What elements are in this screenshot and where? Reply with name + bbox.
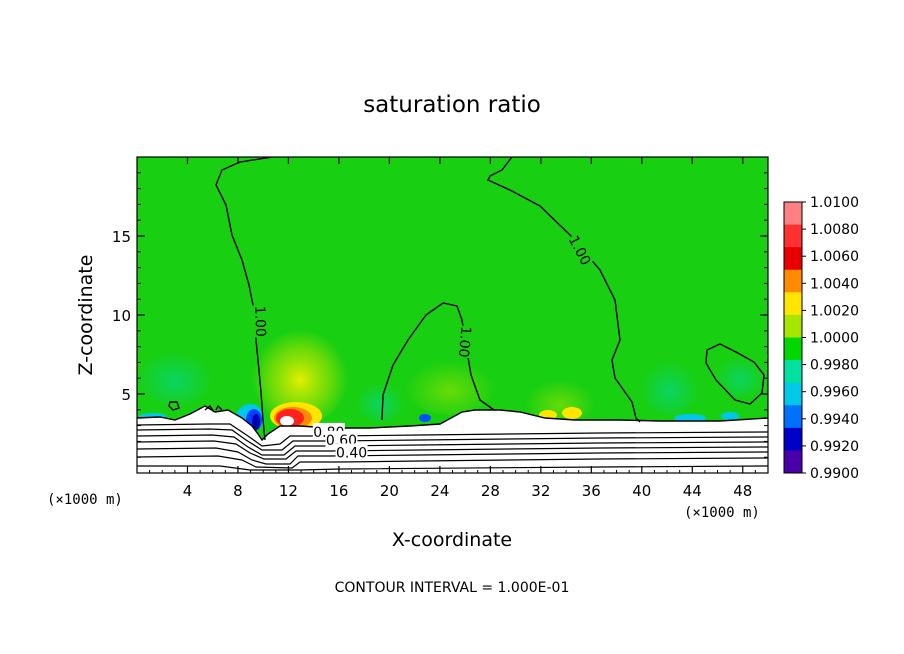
contour-lines	[137, 157, 768, 442]
heatmap-spot	[252, 414, 260, 430]
heatmap-blob	[715, 353, 765, 397]
x-tick-label: 24	[430, 482, 449, 500]
contour-line	[137, 447, 768, 465]
heatmap-spot	[419, 414, 431, 422]
x-tick-label: 28	[481, 482, 500, 500]
contour-line	[487, 157, 641, 423]
contour-line	[137, 455, 768, 469]
colorbar-swatch	[784, 382, 802, 406]
colorbar-label: 1.0100	[810, 195, 859, 211]
colorbar-swatch	[784, 292, 802, 316]
heatmap-blob	[405, 355, 495, 415]
x-tick-label: 48	[733, 482, 752, 500]
colorbar-label: 0.9920	[810, 439, 859, 455]
y-axis: 5 10 15	[112, 172, 768, 458]
plot-area: 1.001.001.000.800.600.40	[137, 157, 768, 473]
contour-label-group: 1.00	[455, 325, 476, 359]
contour-label-bg	[252, 305, 271, 338]
contour-label: 1.00	[251, 305, 268, 337]
contour-line	[137, 423, 768, 447]
heatmap-spot	[280, 416, 294, 426]
contour-line	[137, 440, 768, 460]
colorbar-label: 0.9960	[810, 385, 859, 401]
heatmap-blob	[252, 325, 348, 425]
x-tick-label: 12	[279, 482, 298, 500]
x-axis-title: X-coordinate	[392, 529, 512, 551]
contour-label-group: 0.40	[335, 443, 368, 461]
x-tick-label: 20	[380, 482, 399, 500]
colorbar-swatch	[784, 427, 802, 451]
x-tick-label: 36	[582, 482, 601, 500]
colorbar-label: 1.0020	[810, 303, 859, 319]
chart-title: saturation ratio	[363, 92, 541, 118]
x-axis: 4 8 12 16 20 24 28 32 36 40 44 48	[149, 157, 756, 500]
colorbar-swatch	[784, 450, 802, 474]
colorbar-swatch	[784, 202, 802, 226]
y-axis-title: Z-coordinate	[75, 255, 97, 376]
colorbar-label: 0.9980	[810, 358, 859, 374]
x-tick-label: 4	[183, 482, 193, 500]
colorbar-swatch	[784, 224, 802, 248]
y-tick-label: 5	[121, 386, 131, 404]
lower-contours	[137, 423, 768, 471]
contour-line	[137, 434, 768, 456]
colorbar-swatch	[784, 337, 802, 361]
contour-label: 0.40	[336, 445, 367, 461]
colorbar-label: 0.9900	[810, 466, 859, 482]
x-unit-right: (×1000 m)	[684, 505, 760, 521]
colorbar-swatch	[784, 269, 802, 293]
contour-label-layer: 1.001.001.000.800.600.40	[251, 231, 596, 461]
contour-label-bg	[335, 443, 368, 461]
contour-label: 1.00	[455, 326, 474, 358]
colorbar-swatch	[784, 360, 802, 384]
heatmap-spot	[562, 407, 582, 419]
colorbar: 1.0100 1.0080 1.0060 1.0040 1.0020 1.0000 0.99…	[783, 195, 859, 482]
x-unit-left: (×1000 m)	[47, 492, 123, 508]
colorbar-swatch	[784, 247, 802, 271]
colorbar-label: 1.0060	[810, 249, 859, 265]
heatmap-blob	[355, 378, 405, 422]
contour-line	[215, 157, 273, 441]
contour-line	[137, 465, 768, 471]
contour-line	[215, 404, 223, 411]
contour-line	[705, 343, 765, 405]
heatmap-blob	[137, 345, 213, 405]
colorbar-label: 1.0000	[810, 331, 859, 347]
contour-line	[137, 428, 768, 451]
contour-interval-note: CONTOUR INTERVAL = 1.000E-01	[335, 580, 570, 596]
colorbar-label: 1.0080	[810, 222, 859, 238]
heatmap-spot	[721, 412, 739, 420]
x-tick-label: 32	[531, 482, 550, 500]
x-tick-label: 16	[329, 482, 348, 500]
x-tick-label: 40	[632, 482, 651, 500]
x-tick-label: 44	[683, 482, 702, 500]
colorbar-swatch	[784, 405, 802, 429]
y-tick-label: 15	[112, 228, 131, 246]
contour-label-group: 1.00	[251, 305, 271, 338]
x-tick-label: 8	[233, 482, 243, 500]
colorbar-label: 1.0040	[810, 276, 859, 292]
contour-label-bg	[565, 231, 596, 269]
heatmap-blob	[640, 355, 700, 415]
colorbar-swatch	[784, 314, 802, 338]
y-tick-label: 10	[112, 307, 131, 325]
colorbar-label: 0.9940	[810, 412, 859, 428]
heatmap-spot	[674, 414, 706, 422]
contour-line	[381, 302, 495, 421]
contour-label-bg	[455, 325, 476, 359]
contour-line	[168, 401, 180, 411]
